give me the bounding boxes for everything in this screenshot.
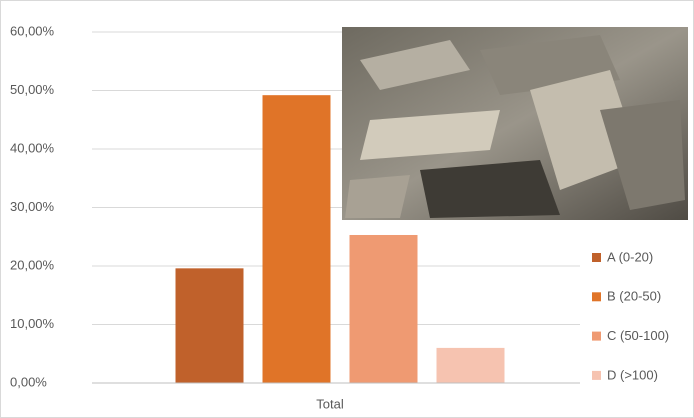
legend-swatch xyxy=(592,253,601,262)
bar xyxy=(349,234,418,383)
legend-swatch xyxy=(592,292,601,302)
y-tick-label: 60,00% xyxy=(10,23,55,38)
bar xyxy=(436,347,505,383)
bar xyxy=(262,95,331,384)
y-tick-label: 40,00% xyxy=(10,140,55,155)
legend-label: D (>100) xyxy=(607,367,658,382)
y-tick-label: 50,00% xyxy=(10,82,55,97)
y-tick-label: 30,00% xyxy=(10,199,55,214)
legend-swatch xyxy=(592,370,601,380)
legend-label: C (50-100) xyxy=(607,328,669,343)
photo xyxy=(342,27,688,220)
y-tick-label: 0,00% xyxy=(10,374,47,389)
legend-label: A (0-20) xyxy=(607,249,653,264)
legend-swatch xyxy=(592,331,601,341)
x-tick-label: Total xyxy=(316,396,344,411)
bar xyxy=(175,268,244,383)
y-tick-label: 20,00% xyxy=(10,257,55,272)
legend-label: B (20-50) xyxy=(607,289,661,304)
y-tick-label: 10,00% xyxy=(10,316,55,331)
